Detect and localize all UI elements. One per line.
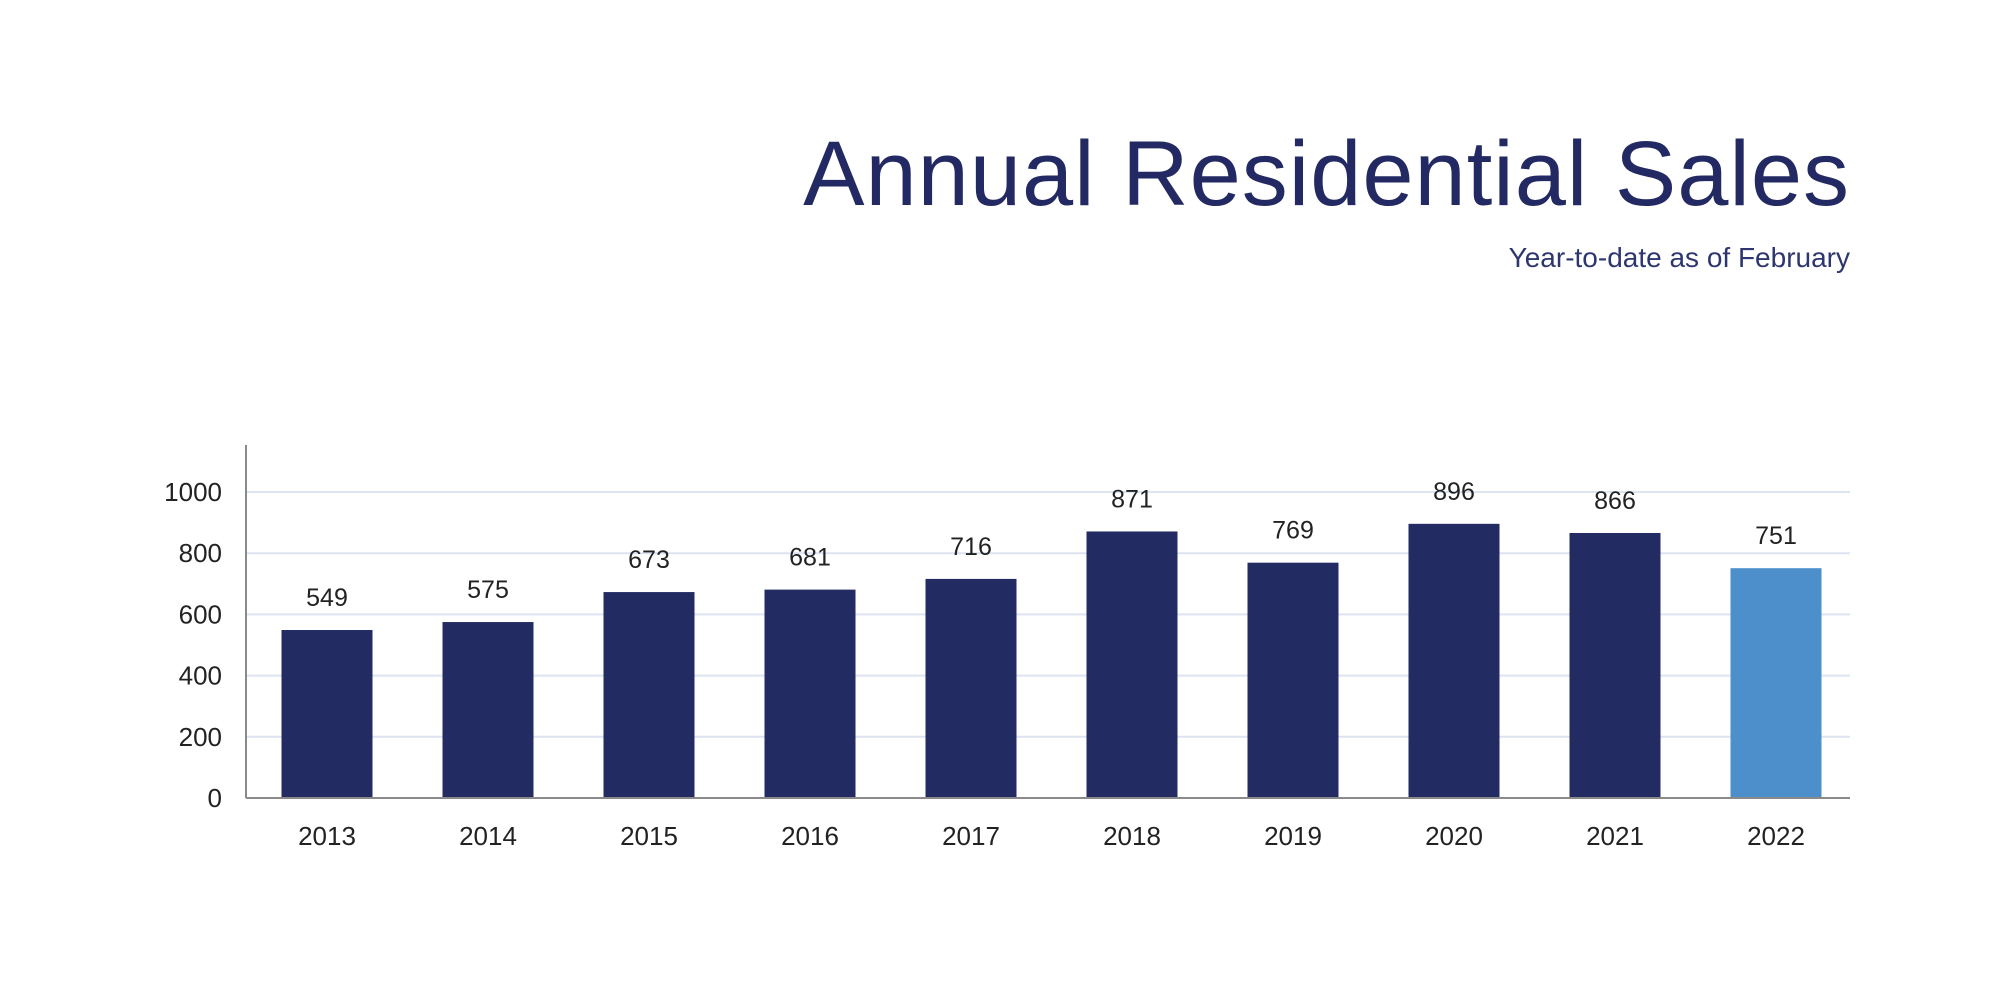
y-tick-label: 0 bbox=[208, 783, 222, 813]
data-label-2021: 866 bbox=[1594, 487, 1636, 515]
data-label-2020: 896 bbox=[1433, 478, 1475, 506]
x-tick-label: 2017 bbox=[942, 821, 1000, 851]
y-tick-label: 800 bbox=[179, 538, 222, 568]
data-label-2014: 575 bbox=[467, 576, 509, 604]
bar-2016 bbox=[764, 589, 856, 798]
x-tick-label: 2019 bbox=[1264, 821, 1322, 851]
bar-2019 bbox=[1247, 562, 1339, 798]
data-label-2019: 769 bbox=[1272, 517, 1314, 545]
x-tick-label: 2022 bbox=[1747, 821, 1805, 851]
data-label-2017: 716 bbox=[950, 533, 992, 561]
x-tick-label: 2021 bbox=[1586, 821, 1644, 851]
data-label-2018: 871 bbox=[1111, 485, 1153, 513]
x-tick-label: 2016 bbox=[781, 821, 839, 851]
chart-title: Annual Residential Sales bbox=[803, 123, 1850, 225]
data-label-2022: 751 bbox=[1755, 522, 1797, 550]
data-label-2016: 681 bbox=[789, 544, 831, 572]
bar-2022 bbox=[1730, 568, 1822, 798]
bar-2017 bbox=[925, 578, 1017, 798]
y-tick-label: 400 bbox=[179, 661, 222, 691]
chart-subtitle: Year-to-date as of February bbox=[1508, 242, 1850, 273]
bar-2021 bbox=[1569, 533, 1661, 798]
x-tick-label: 2015 bbox=[620, 821, 678, 851]
x-tick-label: 2018 bbox=[1103, 821, 1161, 851]
y-tick-label: 200 bbox=[179, 722, 222, 752]
y-tick-label: 1000 bbox=[164, 477, 222, 507]
bar-2013 bbox=[281, 630, 373, 798]
x-tick-label: 2020 bbox=[1425, 821, 1483, 851]
y-tick-label: 600 bbox=[179, 599, 222, 629]
bar-2018 bbox=[1086, 531, 1178, 798]
data-label-2015: 673 bbox=[628, 546, 670, 574]
x-tick-label: 2013 bbox=[298, 821, 356, 851]
bar-2015 bbox=[603, 592, 695, 798]
bar-2020 bbox=[1408, 523, 1500, 798]
bar-2014 bbox=[442, 622, 534, 798]
data-label-2013: 549 bbox=[306, 584, 348, 612]
x-tick-label: 2014 bbox=[459, 821, 517, 851]
